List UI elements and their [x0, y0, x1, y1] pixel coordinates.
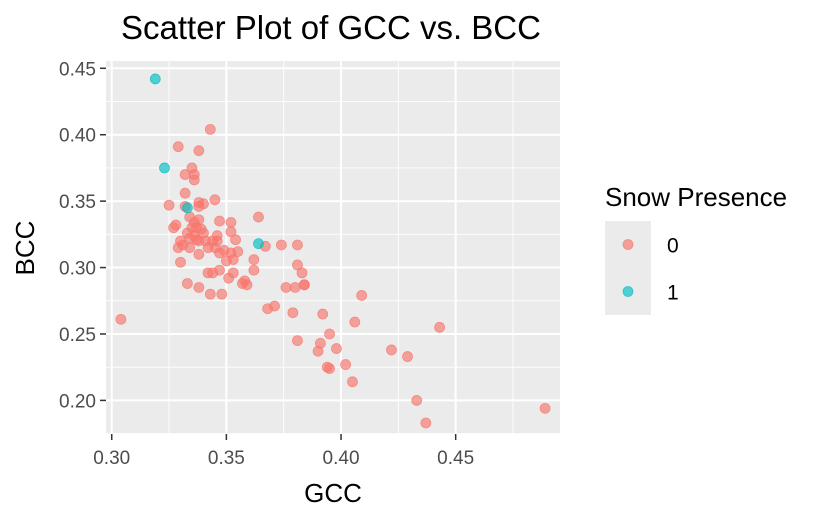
data-point-series-0	[175, 256, 186, 268]
x-tick-label: 0.30	[93, 448, 130, 469]
data-point-series-0	[214, 264, 225, 276]
data-point-series-0	[230, 234, 241, 246]
data-point-series-0	[184, 242, 196, 254]
data-point-series-0	[188, 174, 200, 186]
legend-key-marker	[622, 286, 634, 297]
data-point-series-0	[253, 211, 264, 223]
data-points	[115, 73, 551, 429]
data-point-series-0	[232, 246, 244, 258]
legend-title: Snow Presence	[605, 182, 787, 212]
data-point-series-1	[159, 162, 170, 174]
x-tick-label: 0.40	[323, 448, 360, 469]
data-point-series-0	[289, 282, 301, 293]
data-point-series-0	[204, 124, 216, 135]
data-point-series-0	[172, 141, 184, 153]
data-point-series-0	[324, 363, 335, 374]
data-point-series-0	[241, 279, 253, 291]
y-tick-label: 0.25	[59, 325, 96, 346]
data-point-series-0	[193, 214, 205, 226]
data-point-series-0	[276, 239, 287, 251]
data-point-series-0	[386, 344, 397, 356]
data-point-series-0	[280, 282, 292, 293]
y-tick-label: 0.40	[59, 126, 96, 147]
data-point-series-0	[340, 359, 352, 370]
legend-entry-label: 0	[667, 235, 679, 258]
data-point-series-0	[347, 376, 358, 388]
data-point-series-0	[248, 254, 260, 265]
data-point-series-0	[317, 308, 329, 320]
data-point-series-0	[193, 145, 205, 157]
y-axis-label: BCC	[10, 221, 40, 276]
data-point-series-0	[434, 321, 446, 333]
data-point-series-0	[296, 267, 308, 279]
data-point-series-0	[204, 288, 216, 300]
data-point-series-0	[402, 351, 413, 362]
data-point-series-0	[349, 316, 361, 328]
data-point-series-0	[411, 394, 423, 406]
data-point-series-0	[170, 219, 182, 231]
data-point-series-0	[225, 216, 237, 228]
data-point-series-1	[149, 73, 161, 85]
data-point-series-0	[209, 194, 221, 206]
data-point-series-0	[292, 239, 303, 251]
x-tick-label: 0.45	[437, 448, 474, 469]
data-point-series-0	[179, 187, 191, 199]
data-point-series-0	[216, 288, 228, 300]
data-point-series-0	[287, 307, 299, 319]
legend-key-marker	[622, 239, 634, 250]
data-point-series-0	[193, 248, 205, 260]
data-point-series-1	[253, 238, 264, 250]
legend-keys: 01	[605, 221, 679, 315]
legend-entry-label: 1	[667, 282, 679, 305]
data-point-series-0	[331, 343, 342, 354]
x-tick-label: 0.35	[208, 448, 245, 469]
x-axis: 0.30 0.35 0.40 0.45	[93, 434, 474, 469]
data-point-series-0	[539, 402, 551, 414]
data-point-series-0	[314, 337, 326, 349]
data-point-series-0	[324, 328, 335, 340]
data-point-series-0	[356, 290, 368, 301]
data-point-series-0	[115, 313, 127, 325]
data-point-series-0	[227, 267, 239, 279]
y-tick-label: 0.30	[59, 259, 96, 280]
y-axis: 0.20 0.25 0.30 0.35 0.40 0.45	[59, 59, 106, 412]
data-point-series-0	[292, 335, 303, 347]
data-point-series-0	[198, 198, 209, 210]
y-tick-label: 0.35	[59, 192, 96, 213]
y-tick-label: 0.45	[59, 59, 96, 80]
legend: Snow Presence 01	[605, 182, 787, 315]
data-point-series-0	[193, 282, 205, 293]
data-point-series-0	[214, 215, 225, 227]
data-point-series-0	[227, 254, 239, 265]
data-point-series-0	[248, 264, 260, 276]
data-point-series-0	[420, 417, 432, 429]
data-point-series-0	[298, 279, 310, 291]
data-point-series-0	[225, 226, 237, 238]
grid-major	[106, 61, 560, 434]
data-point-series-0	[163, 199, 175, 211]
chart-title: Scatter Plot of GCC vs. BCC	[121, 9, 541, 46]
data-point-series-1	[181, 202, 193, 214]
data-point-series-0	[211, 235, 223, 247]
data-point-series-0	[181, 278, 193, 289]
data-point-series-0	[269, 300, 280, 312]
data-point-series-0	[292, 259, 303, 271]
x-axis-label: GCC	[304, 478, 362, 508]
y-tick-label: 0.20	[59, 391, 96, 412]
